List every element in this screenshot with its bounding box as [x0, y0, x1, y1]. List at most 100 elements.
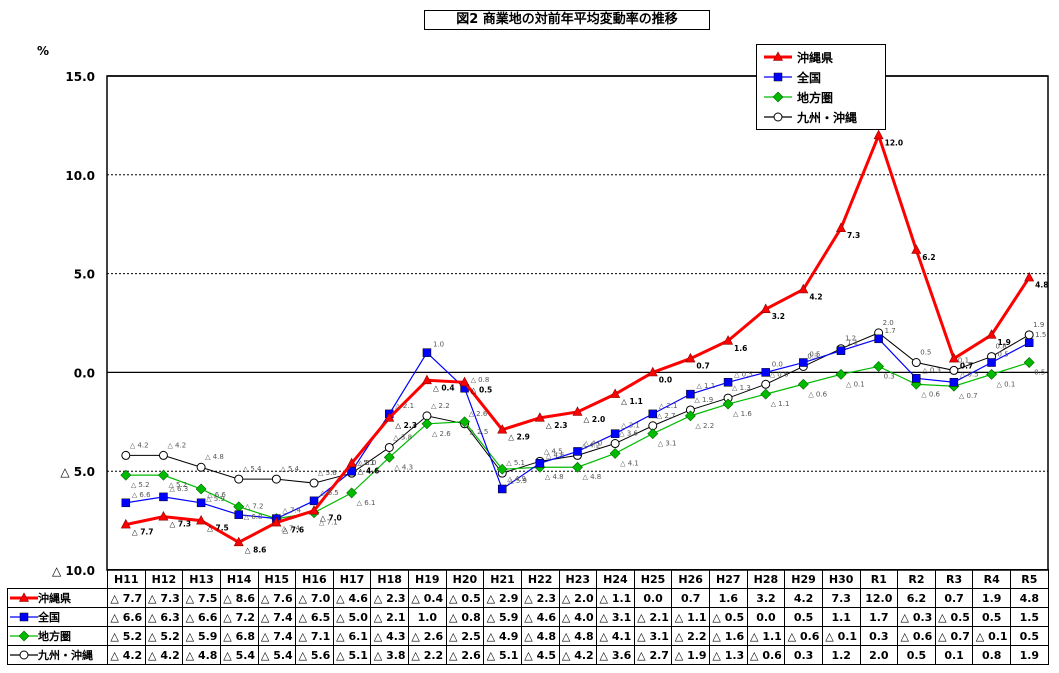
legend-item: 地方圏	[763, 88, 833, 106]
data-label: △ 3.6	[619, 430, 638, 438]
table-cell: △ 2.3	[370, 588, 409, 608]
data-point	[986, 368, 997, 380]
table-row: 九州・沖縄 △ 4.2 △ 4.2 △ 4.8 △ 5.4 △ 5.4 △ 5.6 △ 5.1…	[7, 645, 1049, 665]
x-tick-label: H13	[182, 569, 221, 589]
data-point	[196, 498, 206, 508]
table-cell: 4.8	[1010, 588, 1049, 608]
table-cell: △ 3.1	[596, 607, 635, 627]
data-point	[573, 447, 582, 456]
table-cell: △ 7.3	[144, 588, 184, 608]
x-tick-label: H23	[558, 569, 598, 589]
table-cell: △ 7.1	[295, 626, 334, 646]
table-cell: 1.9	[1010, 645, 1049, 665]
data-point	[609, 447, 621, 459]
data-label: △ 4.2	[582, 441, 601, 449]
table-cell: 1.7	[859, 607, 899, 627]
table-cell: 0.8	[972, 645, 1011, 665]
data-label: △ 5.0	[358, 459, 377, 467]
data-label: △ 3.1	[621, 422, 640, 430]
data-label: △ 4.6	[546, 451, 565, 459]
data-point	[874, 334, 883, 344]
table-cell: △ 3.8	[370, 645, 409, 665]
data-point	[987, 358, 996, 367]
data-point	[1024, 271, 1035, 282]
table-cell: △ 5.2	[107, 626, 146, 646]
x-tick-label: H22	[520, 569, 560, 589]
data-point	[723, 335, 734, 345]
table-cell: △ 0.5	[445, 588, 485, 608]
x-tick-label: R5	[1010, 569, 1049, 589]
data-label: △ 0.6	[770, 370, 789, 378]
data-point	[911, 244, 922, 254]
data-label: △ 4.3	[394, 463, 413, 471]
data-point	[534, 412, 545, 422]
data-point	[120, 469, 132, 481]
data-label: 0.5	[1034, 369, 1045, 377]
table-cell: △ 6.6	[107, 607, 146, 627]
data-label: △ 7.1	[319, 519, 338, 527]
data-label: △ 6.1	[357, 499, 376, 507]
y-tick-label: 10.0	[65, 169, 95, 183]
data-label: 0.5	[998, 351, 1009, 359]
table-cell: △ 2.3	[520, 588, 560, 608]
data-label: △ 7.3	[169, 520, 191, 529]
data-label: △ 0.5	[960, 370, 979, 378]
legend-triangle-icon	[764, 51, 792, 61]
row-marker	[19, 592, 29, 602]
x-tick-label: H11	[107, 569, 146, 589]
data-label: △ 4.8	[205, 453, 224, 461]
table-cell: △ 1.9	[671, 645, 710, 665]
table-cell: 3.2	[746, 588, 786, 608]
legend-label: 全国	[797, 70, 822, 85]
data-point	[459, 376, 470, 387]
table-cell: 0.5	[784, 607, 823, 627]
table-row-header: 沖縄県	[7, 588, 108, 608]
data-point	[158, 469, 169, 481]
table-cell: △ 3.6	[596, 645, 635, 665]
legend-item: 全国	[763, 68, 821, 86]
data-point	[309, 478, 319, 488]
table-cell: △ 7.0	[295, 588, 334, 608]
y-axis-unit: %	[37, 44, 50, 58]
data-point	[346, 487, 358, 499]
data-point	[835, 368, 847, 380]
data-point	[158, 511, 169, 521]
legend-marker	[773, 72, 783, 82]
table-cell: △ 5.4	[257, 645, 297, 665]
data-label: 0.1	[958, 356, 969, 364]
data-label: △ 4.9	[507, 475, 526, 483]
table-cell: △ 2.7	[633, 645, 673, 665]
data-label: △ 5.1	[356, 459, 375, 467]
data-label: △ 0.5	[471, 385, 493, 394]
table-cell: △ 7.2	[219, 607, 259, 627]
table-cell: 1.1	[821, 607, 861, 627]
row-triangle-icon	[10, 592, 38, 602]
table-cell: △ 5.9	[483, 607, 522, 627]
table-cell: 0.5	[897, 645, 936, 665]
row-marker	[18, 630, 30, 642]
table-cell: △ 4.2	[558, 645, 598, 665]
table-cell: △ 0.7	[934, 626, 974, 646]
data-label: △ 5.2	[131, 481, 150, 489]
x-tick-label: H21	[483, 569, 522, 589]
data-label: 0.8	[996, 343, 1007, 351]
table-cell: △ 2.9	[483, 588, 522, 608]
data-point	[234, 510, 243, 519]
legend-marker	[773, 51, 783, 61]
chart-legend: 沖縄県 全国 地方圏 九州・沖縄	[756, 44, 886, 130]
data-point	[120, 518, 131, 529]
data-label: 0.5	[809, 351, 820, 359]
data-point	[121, 450, 131, 460]
data-point	[234, 474, 244, 484]
x-tick-label: H20	[445, 569, 485, 589]
data-label: △ 7.5	[207, 524, 229, 533]
table-row: 地方圏 △ 5.2 △ 5.2 △ 5.9 △ 6.8 △ 7.4 △ 7.1 △ 6.1 △ …	[7, 626, 1049, 646]
table-cell: △ 2.6	[408, 626, 447, 646]
data-point	[195, 483, 207, 495]
data-point	[912, 374, 921, 383]
data-label: 1.7	[885, 327, 896, 335]
table-cell: △ 1.1	[746, 626, 786, 646]
x-tick-label: R4	[972, 569, 1011, 589]
data-label: △ 4.1	[620, 459, 639, 467]
